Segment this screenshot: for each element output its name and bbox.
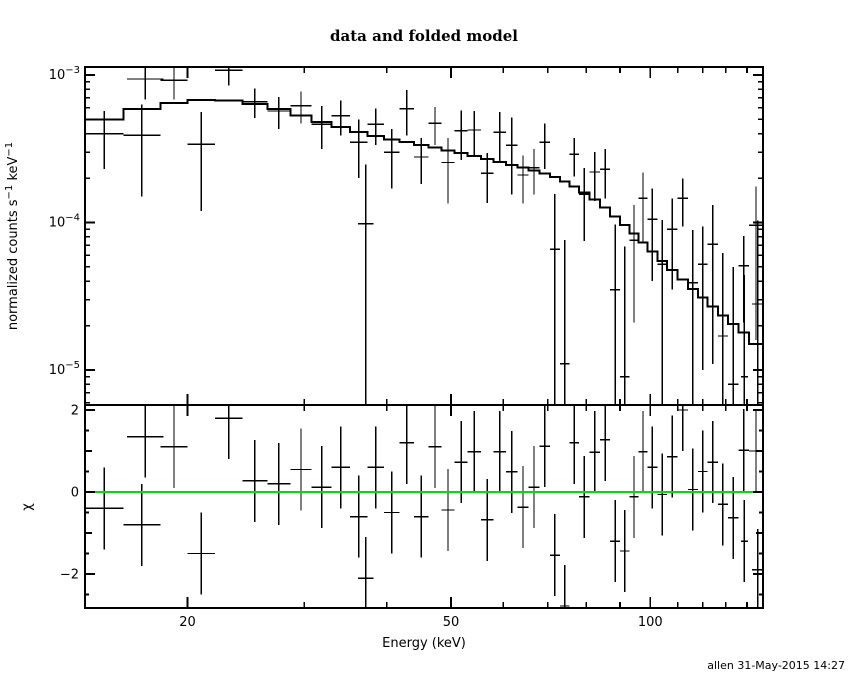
panel-frames [84,66,764,609]
spectrum-data-points [85,67,763,405]
chi-residual-points [85,405,763,608]
x-tick-label: 100 [638,615,663,630]
y-tick-label-top: 10−3 [49,65,80,83]
y-axis-title-top-text: normalized counts s−1 keV−1 [4,142,21,330]
y-axis-title-top: normalized counts s−1 keV−1 [4,142,21,330]
x-tick-label: 50 [443,615,460,630]
chart-title: data and folded model [330,27,518,45]
y-axis-title-bottom: χ [20,503,35,511]
y-tick-label-bottom: 2 [71,404,79,419]
x-tick-label: 20 [179,615,196,630]
x-axis-title: Energy (keV) [382,636,466,651]
model-step-line [85,99,763,346]
y-tick-label-bottom: −2 [60,568,79,583]
axis-ticks [85,67,763,608]
timestamp: allen 31-May-2015 14:27 [707,659,845,672]
y-tick-label-top: 10−5 [49,360,80,378]
y-tick-label-bottom: 0 [71,486,79,501]
y-tick-label-top: 10−4 [49,213,80,231]
